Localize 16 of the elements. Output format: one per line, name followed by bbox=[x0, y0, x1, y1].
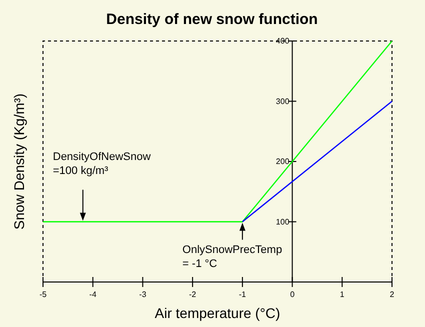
x-tick-label: 1 bbox=[340, 290, 345, 300]
y-axis-title: Snow Density (Kg/m³) bbox=[11, 93, 27, 230]
x-tick-label: 2 bbox=[390, 290, 395, 300]
x-tick-label: 0 bbox=[290, 290, 296, 300]
y-tick-label: 300 bbox=[276, 96, 290, 106]
y-tick-label: 200 bbox=[276, 157, 290, 166]
y-tick-label: 100 bbox=[276, 217, 290, 226]
x-axis-title: Air temperature (°C) bbox=[154, 305, 280, 321]
x-tick-label: -1 bbox=[238, 290, 247, 300]
annotation: DensityOfNewSnow =100 kg/m³ bbox=[52, 150, 151, 177]
x-tick-label: -5 bbox=[39, 290, 48, 300]
x-tick-label: -3 bbox=[139, 290, 147, 300]
chart-title: Density of new snow function bbox=[106, 11, 318, 28]
x-tick-label: -4 bbox=[89, 290, 97, 300]
x-tick-label: -2 bbox=[189, 290, 197, 300]
annotation: OnlySnowPrecTemp = -1 °C bbox=[182, 244, 282, 270]
